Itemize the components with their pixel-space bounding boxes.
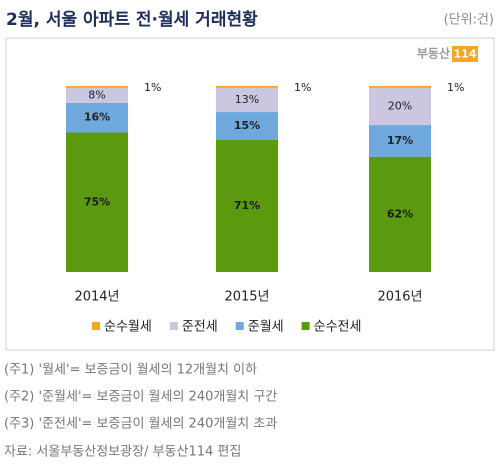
bar-segment	[66, 86, 128, 88]
logo-text: 부동산	[417, 46, 450, 61]
footnote: 자료: 서울부동산정보광장/ 부동산114 편집	[4, 445, 241, 460]
x-tick-label: 2016년	[377, 290, 422, 305]
x-tick-label: 2014년	[74, 290, 119, 305]
data-label: 71%	[234, 199, 260, 212]
bar-segment	[216, 87, 278, 113]
data-label: 17%	[387, 134, 413, 147]
bar-segment	[66, 102, 128, 133]
bar-segment	[369, 87, 431, 126]
data-label: 1%	[447, 81, 464, 94]
data-label: 20%	[388, 99, 412, 112]
bar-segment	[369, 156, 431, 272]
bar-segment	[66, 132, 128, 272]
legend-label: 순수전세	[314, 320, 362, 335]
legend-label: 준월세	[248, 320, 284, 335]
data-label: 16%	[84, 111, 110, 124]
data-label: 75%	[84, 195, 110, 208]
chart-title: 2월, 서울 아파트 전·월세 거래현황	[6, 10, 258, 30]
footnote: (주1) '월세'= 보증금이 월세의 12개월치 이하	[4, 363, 257, 378]
legend-marker	[301, 322, 310, 330]
bar-segment	[216, 86, 278, 88]
data-label: 1%	[294, 81, 311, 94]
logo-badge-text: 114	[454, 48, 477, 61]
bar-segment	[66, 87, 128, 103]
data-label: 1%	[144, 81, 161, 94]
data-label: 62%	[387, 207, 413, 220]
x-tick-label: 2015년	[224, 290, 269, 305]
bar-segment	[369, 125, 431, 157]
logo-badge	[452, 46, 478, 62]
legend-label: 준전세	[182, 320, 218, 335]
data-label: 15%	[234, 119, 260, 132]
data-label: 13%	[235, 93, 259, 106]
bar-segment	[216, 112, 278, 140]
footnote: (주3) '준전세'= 보증금이 월세의 240개월치 초과	[4, 417, 277, 432]
legend-label: 순수월세	[104, 320, 152, 335]
legend-marker	[169, 322, 178, 330]
unit-label: (단위:건)	[444, 13, 494, 28]
footnote: (주2) '준월세'= 보증금이 월세의 240개월치 구간	[4, 390, 277, 405]
data-label: 8%	[88, 88, 105, 101]
bar-segment	[216, 139, 278, 272]
bar-segment	[369, 86, 431, 88]
legend-marker	[235, 322, 244, 330]
legend-marker	[92, 322, 100, 330]
